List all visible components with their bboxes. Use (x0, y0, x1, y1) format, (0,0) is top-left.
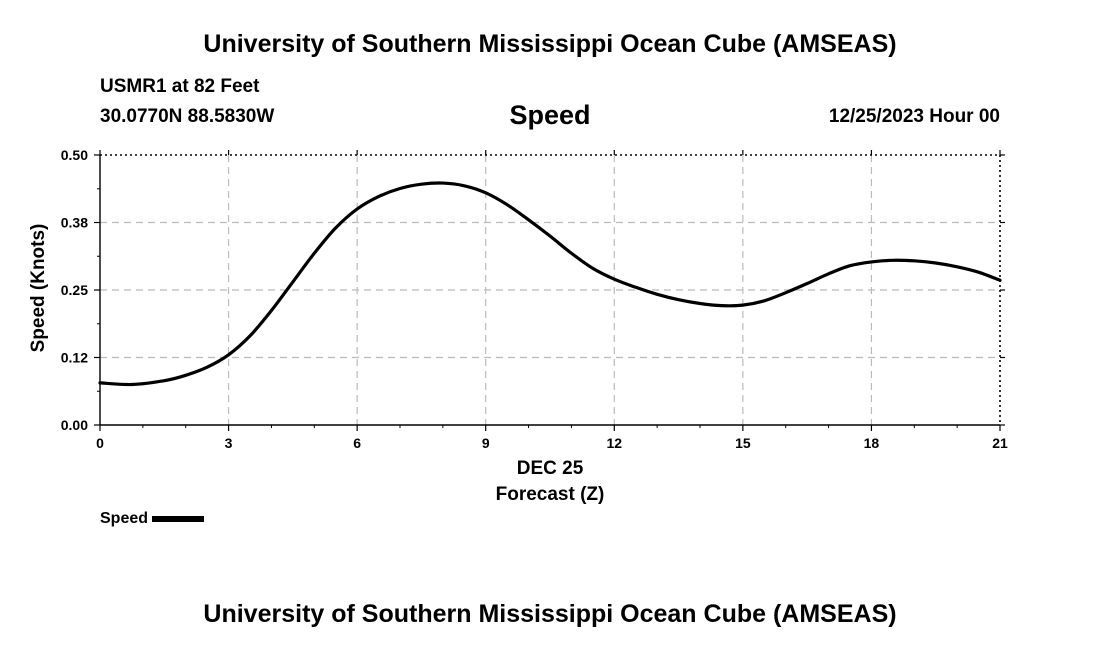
y-tick-label: 0.50 (61, 147, 88, 163)
y-axis-title: Speed (Knots) (28, 224, 49, 353)
legend-label: Speed (100, 510, 149, 527)
chart-title-top: University of Southern Mississippi Ocean… (203, 30, 897, 58)
x-tick-label: 9 (482, 435, 490, 451)
x-tick-label: 0 (96, 435, 104, 451)
variable-title: Speed (509, 100, 591, 130)
series-layer (98, 181, 1002, 387)
speed-series-line (98, 181, 1002, 387)
timestamp-label: 12/25/2023 Hour 00 (828, 106, 1000, 127)
x-tick-label: 12 (606, 435, 622, 451)
x-axis-title: Forecast (Z) (496, 484, 605, 505)
coordinates-label: 30.0770N 88.5830W (100, 106, 275, 127)
x-tick-label: 21 (992, 435, 1008, 451)
x-axis-date-label: DEC 25 (517, 458, 584, 479)
legend: Speed (100, 510, 205, 528)
plot-frame (94, 150, 1005, 431)
x-tick-label: 15 (735, 435, 751, 451)
x-tick-label: 6 (353, 435, 361, 451)
x-tick-label: 18 (864, 435, 880, 451)
grid-lines (100, 155, 1000, 425)
legend-swatch (152, 516, 205, 522)
y-tick-label: 0.25 (61, 282, 88, 298)
station-label: USMR1 at 82 Feet (100, 76, 260, 97)
y-tick-label: 0.00 (61, 417, 88, 433)
chart-title-bottom: University of Southern Mississippi Ocean… (203, 600, 897, 628)
tick-labels: 0 3 6 9 12 15 18 21 0.00 0.12 0.25 0.38 0.50 (61, 147, 1008, 451)
x-tick-label: 3 (225, 435, 233, 451)
y-tick-label: 0.38 (61, 215, 88, 231)
y-tick-label: 0.12 (61, 350, 88, 366)
